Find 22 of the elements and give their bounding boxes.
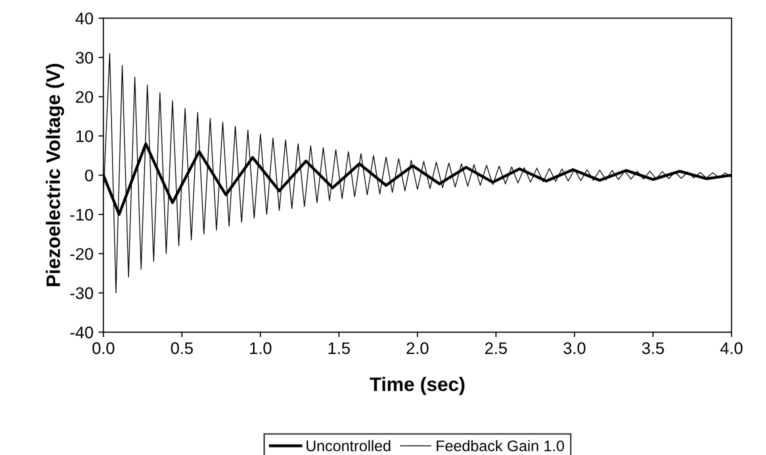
- y-tick-label: -30: [70, 287, 94, 300]
- x-tick-label: 3.5: [642, 342, 664, 354]
- x-tick-label: 2.0: [406, 342, 428, 354]
- y-tick-label: -20: [70, 248, 94, 260]
- x-tick-label: 1.0: [250, 342, 272, 354]
- x-tick-label: 4.0: [720, 342, 742, 354]
- y-tick-label: -10: [70, 208, 94, 221]
- x-tick-label: 0.0: [92, 342, 114, 354]
- x-tick-label: 0.5: [170, 342, 193, 354]
- y-tick-label: 10: [76, 130, 94, 142]
- legend-label: Uncontrolled: [306, 440, 390, 452]
- y-tick-label: 0: [85, 170, 94, 182]
- x-tick-label: 2.5: [485, 342, 507, 354]
- y-axis-title: Piezoelectric Voltage (V): [46, 64, 64, 286]
- x-tick-label: 3.0: [564, 342, 586, 354]
- legend-label: Feedback Gain 1.0: [436, 440, 564, 452]
- x-axis-title: Time (sec): [370, 376, 464, 395]
- y-tick-label: 30: [76, 52, 94, 64]
- x-tick-label: 1.5: [328, 342, 350, 354]
- y-tick-label: -40: [70, 326, 94, 338]
- y-tick-label: 20: [76, 91, 94, 103]
- y-tick-label: 40: [76, 12, 94, 24]
